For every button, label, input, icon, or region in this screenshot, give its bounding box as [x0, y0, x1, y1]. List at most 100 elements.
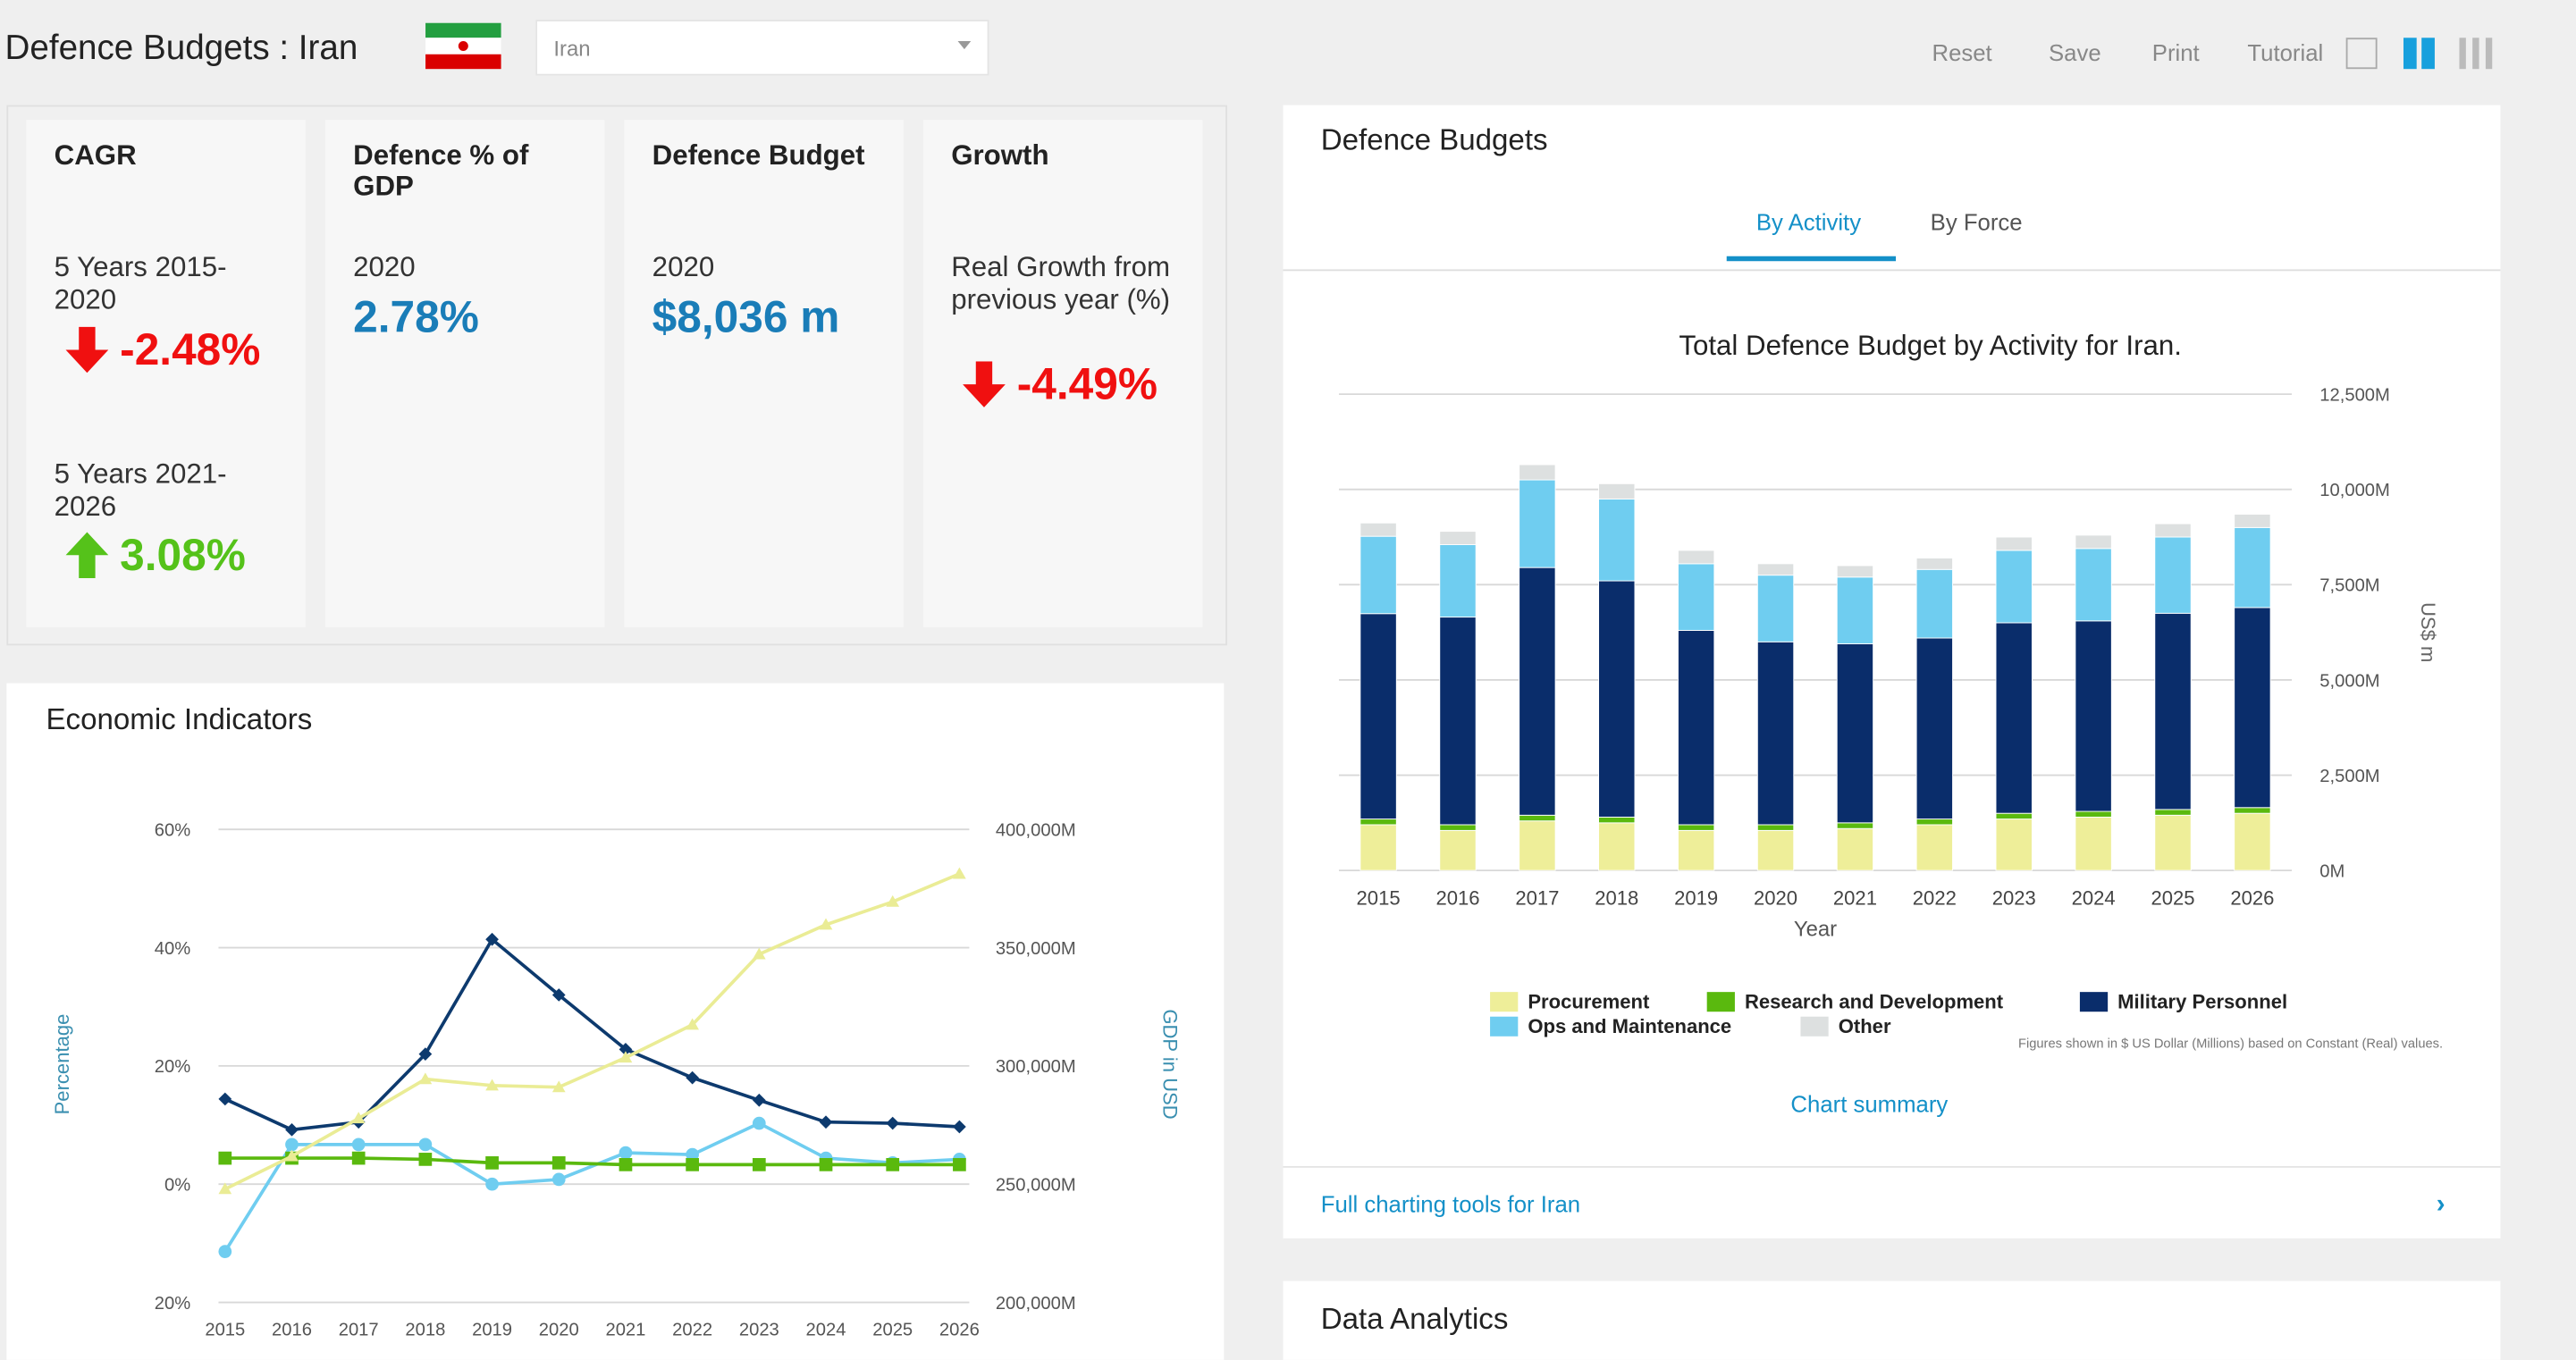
- marker: [418, 1153, 433, 1166]
- bar-segment: [1519, 814, 1556, 822]
- budgets-panel: Defence Budgets By Activity By Force Char…: [1283, 105, 2501, 1238]
- y-axis-label: US$ m: [2417, 602, 2439, 662]
- chart-summary-link[interactable]: Chart summary: [1790, 1090, 1949, 1117]
- layout-3[interactable]: [2459, 38, 2493, 70]
- bar-segment: [1360, 819, 1397, 826]
- bar-segment: [1995, 536, 2033, 551]
- bar-segment: [1915, 819, 1954, 826]
- y2-tick-label: 300,000M: [996, 1057, 1076, 1077]
- full-charting-link[interactable]: Full charting tools for Iran: [1320, 1190, 1581, 1217]
- x-tick-label: 2022: [672, 1320, 712, 1339]
- bar-segment: [2075, 534, 2112, 550]
- marker: [953, 867, 966, 879]
- kpi-label: Real Growth from previous year (%): [951, 251, 1171, 315]
- country-select[interactable]: Iran: [535, 20, 989, 76]
- marker: [551, 988, 566, 1002]
- kpi-card: Defence Budget 2020 $8,036 m: [624, 120, 904, 628]
- x-tick-label: 2020: [539, 1320, 579, 1339]
- bar-segment: [1519, 567, 1556, 816]
- marker: [351, 1151, 366, 1165]
- line: [223, 872, 961, 1191]
- print-button[interactable]: Print: [2151, 39, 2200, 66]
- divider: [1283, 1165, 2501, 1168]
- bar-segment: [1915, 558, 1954, 570]
- bar-segment: [2075, 816, 2112, 871]
- bar-segment: [1756, 641, 1795, 826]
- marker: [619, 1051, 633, 1063]
- kpi-title: Defence % of GDP: [353, 139, 529, 203]
- bar-segment: [2234, 607, 2271, 809]
- tab[interactable]: By Activity: [1755, 208, 1862, 235]
- kpi-value: 3.08%: [120, 530, 246, 580]
- y2-tick-label: 350,000M: [996, 939, 1076, 959]
- y2-tick-label: 400,000M: [996, 821, 1076, 841]
- bar-segment: [2075, 620, 2112, 812]
- tab[interactable]: By Force: [1930, 208, 2023, 235]
- bar-segment: [1677, 563, 1715, 631]
- y-tick-label: 2,500M: [2319, 767, 2379, 786]
- y-tick-label: 20%: [155, 1057, 190, 1077]
- y2-tick-label: 250,000M: [996, 1176, 1076, 1196]
- marker: [686, 1070, 699, 1085]
- bar-segment: [1598, 498, 1636, 582]
- bar-segment: [1519, 820, 1556, 871]
- bar-segment: [2234, 513, 2271, 528]
- marker: [686, 1147, 699, 1162]
- save-button[interactable]: Save: [2048, 39, 2101, 66]
- layout-2b[interactable]: [2421, 38, 2435, 70]
- bar-segment: [1519, 464, 1556, 481]
- y-tick-label: 0%: [164, 1176, 190, 1196]
- reset-button[interactable]: Reset: [1932, 39, 1992, 66]
- marker: [485, 1177, 499, 1191]
- marker: [886, 1116, 900, 1130]
- page-title: Defence Budgets : Iran: [4, 29, 358, 68]
- y-tick-label: 0M: [2319, 861, 2344, 881]
- y-tick-label: 5,000M: [2319, 671, 2379, 691]
- x-tick-label: 2019: [1674, 887, 1718, 910]
- marker: [752, 1093, 766, 1107]
- marker: [351, 1112, 366, 1124]
- bar-segment: [2234, 526, 2271, 609]
- y-tick-label: 40%: [155, 939, 190, 959]
- marker: [619, 1146, 633, 1160]
- arrow-shape: [963, 361, 1006, 407]
- marker: [485, 1079, 499, 1091]
- line: [223, 1121, 960, 1253]
- x-tick-label: 2020: [1754, 887, 1797, 910]
- bar-segment: [2234, 807, 2271, 814]
- bar-segment: [1995, 622, 2033, 814]
- layout-1[interactable]: [2345, 38, 2378, 70]
- bar-segment: [1360, 824, 1397, 871]
- bar-segment: [1915, 824, 1954, 871]
- bar-segment: [1677, 829, 1715, 871]
- x-tick-label: 2018: [1595, 887, 1638, 910]
- marker: [418, 1072, 433, 1085]
- divider: [1283, 269, 2501, 272]
- kpi-value: 2.78%: [353, 292, 479, 342]
- marker: [551, 1080, 566, 1093]
- x-tick-label: 2026: [2230, 887, 2274, 910]
- flag: [425, 22, 501, 70]
- bar-segment: [1915, 568, 1954, 639]
- line: [224, 1156, 960, 1167]
- marker: [686, 1018, 699, 1030]
- layout-2a[interactable]: [2403, 38, 2417, 70]
- select-value: Iran: [553, 36, 591, 62]
- chart-note: Figures shown in $ US Dollar (Millions) …: [2018, 1037, 2443, 1052]
- marker: [619, 1158, 633, 1171]
- x-tick-label: 2024: [2072, 887, 2116, 910]
- bar-segment: [1598, 816, 1636, 824]
- caret: [957, 40, 972, 50]
- panel-title: Data Analytics: [1320, 1302, 1509, 1336]
- bar-segment: [1995, 812, 2033, 820]
- marker: [485, 932, 499, 946]
- kpi-card: CAGR 5 Years 2015-2020 -2.48% 5 Years 2021-…: [26, 120, 306, 628]
- chevron[interactable]: ›: [2436, 1190, 2446, 1219]
- kpi-value: $8,036 m: [652, 292, 840, 342]
- kpi-title: Growth: [951, 139, 1049, 172]
- tutorial-button[interactable]: Tutorial: [2247, 39, 2324, 66]
- x-tick-label: 2026: [939, 1320, 980, 1339]
- bar-segment: [1836, 822, 1874, 829]
